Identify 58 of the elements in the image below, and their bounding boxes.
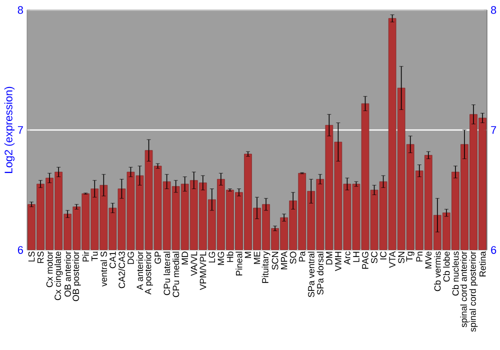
x-tick-label: SO	[290, 252, 296, 264]
x-tick-label: Pa	[298, 251, 306, 262]
x-tick-label: CPu medial	[172, 252, 180, 298]
x-tick-label: VA/VL	[190, 251, 198, 276]
y2-tick-label: 8	[490, 6, 496, 14]
y-tick-label: 8	[18, 6, 23, 14]
x-tick-label: OB posterior	[72, 251, 81, 302]
y2-tick-label: 7	[491, 126, 496, 134]
x-tick-label: Pineal	[236, 252, 242, 276]
x-tick-label: VTA	[389, 251, 396, 268]
x-tick-label: Pir	[82, 251, 89, 262]
x-tick-label: Retina	[479, 251, 486, 276]
x-tick-label: Cx cingulate	[54, 252, 63, 300]
x-tick-label: RS	[37, 252, 44, 263]
x-tick-label: spinal cord anterior	[460, 251, 469, 328]
x-tick-label: SPa dorsal	[316, 252, 324, 295]
x-tick-label: ventral S	[100, 252, 107, 287]
x-tick-label: Cb nucleus	[452, 252, 459, 296]
x-tick-label: MVe	[425, 252, 432, 268]
x-tick-label: MG	[218, 252, 224, 265]
x-tick-label: DG	[128, 252, 134, 264]
x-tick-label: LG	[208, 252, 216, 262]
x-tick-label: LH	[353, 252, 360, 262]
x-tick-label: MD	[182, 252, 188, 264]
x-tick-label: PAG	[362, 252, 368, 269]
x-tick-label: IC	[380, 252, 386, 260]
x-tick-label: VMH	[335, 252, 342, 272]
x-tick-label: Tg	[406, 252, 414, 262]
y-tick-label: 7	[18, 126, 23, 134]
x-tick-label: CA2/CA3	[118, 252, 126, 288]
x-tick-label: MPA	[280, 251, 288, 270]
x-tick-label: M	[244, 252, 252, 258]
x-tick-label: Cx motor	[46, 251, 53, 288]
x-tick-label: Pituitary	[262, 251, 270, 283]
x-tick-label: SPa ventral	[308, 252, 314, 298]
x-tick-label: A anterior	[136, 251, 144, 290]
y2-tick-label: 6	[491, 246, 496, 254]
x-tick-label: DM	[326, 252, 332, 264]
x-tick-label: SN	[398, 252, 404, 264]
x-tick-label: GP	[154, 252, 161, 264]
y-tick-label: 6	[18, 246, 23, 254]
x-tick-label: Arc	[344, 251, 350, 265]
x-tick-label: LS	[28, 252, 35, 262]
x-tick-label: SCN	[272, 252, 278, 270]
x-tick-label: OB anterior	[64, 251, 71, 297]
x-tick-label: A posterior	[144, 251, 153, 295]
x-tick-label: CA1	[110, 252, 116, 268]
x-tick-label: Hb	[226, 252, 234, 262]
x-tick-label: spinal cord posterior	[469, 251, 478, 332]
x-tick-label: ME	[254, 252, 260, 264]
x-tick-label: SC	[371, 252, 378, 264]
x-tick-label: Cb vermis	[434, 252, 441, 292]
x-tick-label: Cb lobe	[443, 252, 450, 282]
y-axis-title: Log2 (expression)	[4, 86, 15, 173]
x-tick-label: VPM/VPL	[200, 251, 206, 290]
x-tick-label: Tu	[92, 252, 98, 262]
x-tick-label: Pn	[416, 252, 422, 262]
x-tick-label: CPu lateral	[164, 252, 170, 296]
